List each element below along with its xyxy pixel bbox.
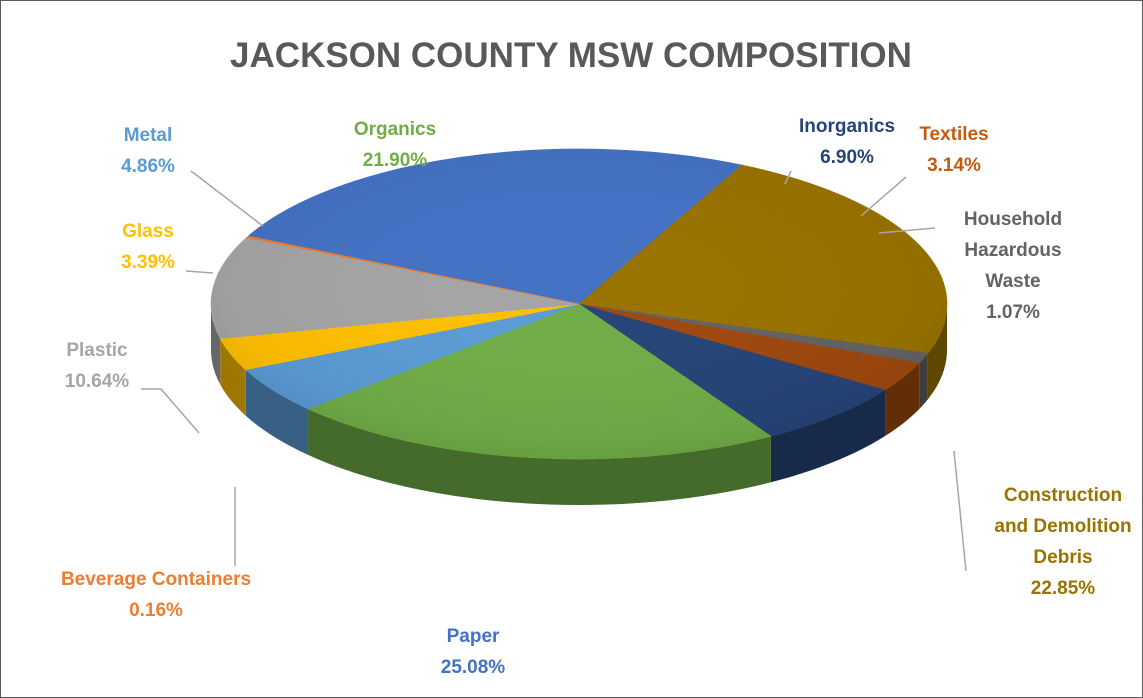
pie-side-organics <box>308 408 771 505</box>
leader-line-household-hazardous-waste <box>878 227 936 234</box>
data-label-plastic: Plastic 10.64% <box>65 340 130 392</box>
leader-line-plastic <box>141 388 200 434</box>
data-label-metal: Metal 4.86% <box>121 125 175 177</box>
data-label-organics: Organics 21.90% <box>354 119 436 171</box>
leader-lines <box>141 170 967 572</box>
leader-line-construction-and-demolition-debris <box>953 450 967 572</box>
data-labels: Paper 25.08% Construction and Demolition Deb… <box>61 116 1132 678</box>
data-label-household-hazardous-waste: Household Hazardous Waste 1.07% <box>964 209 1062 323</box>
data-label-beverage-containers: Beverage Containers 0.16% <box>61 569 251 621</box>
leader-line-inorganics <box>784 170 792 185</box>
pie-slices <box>210 148 948 460</box>
data-label-construction-and-demolition-debris: Construction and Demolition Debris 22.85% <box>994 485 1131 599</box>
leader-line-metal <box>190 170 264 227</box>
data-label-inorganics: Inorganics 6.90% <box>799 116 895 168</box>
leader-line-glass <box>185 270 214 274</box>
data-label-glass: Glass 3.39% <box>121 221 175 273</box>
data-label-textiles: Textiles 3.14% <box>919 124 988 176</box>
leader-line-textiles <box>860 176 907 217</box>
chart-title: JACKSON COUNTY MSW COMPOSITION <box>230 36 912 75</box>
data-label-paper: Paper 25.08% <box>441 626 506 678</box>
